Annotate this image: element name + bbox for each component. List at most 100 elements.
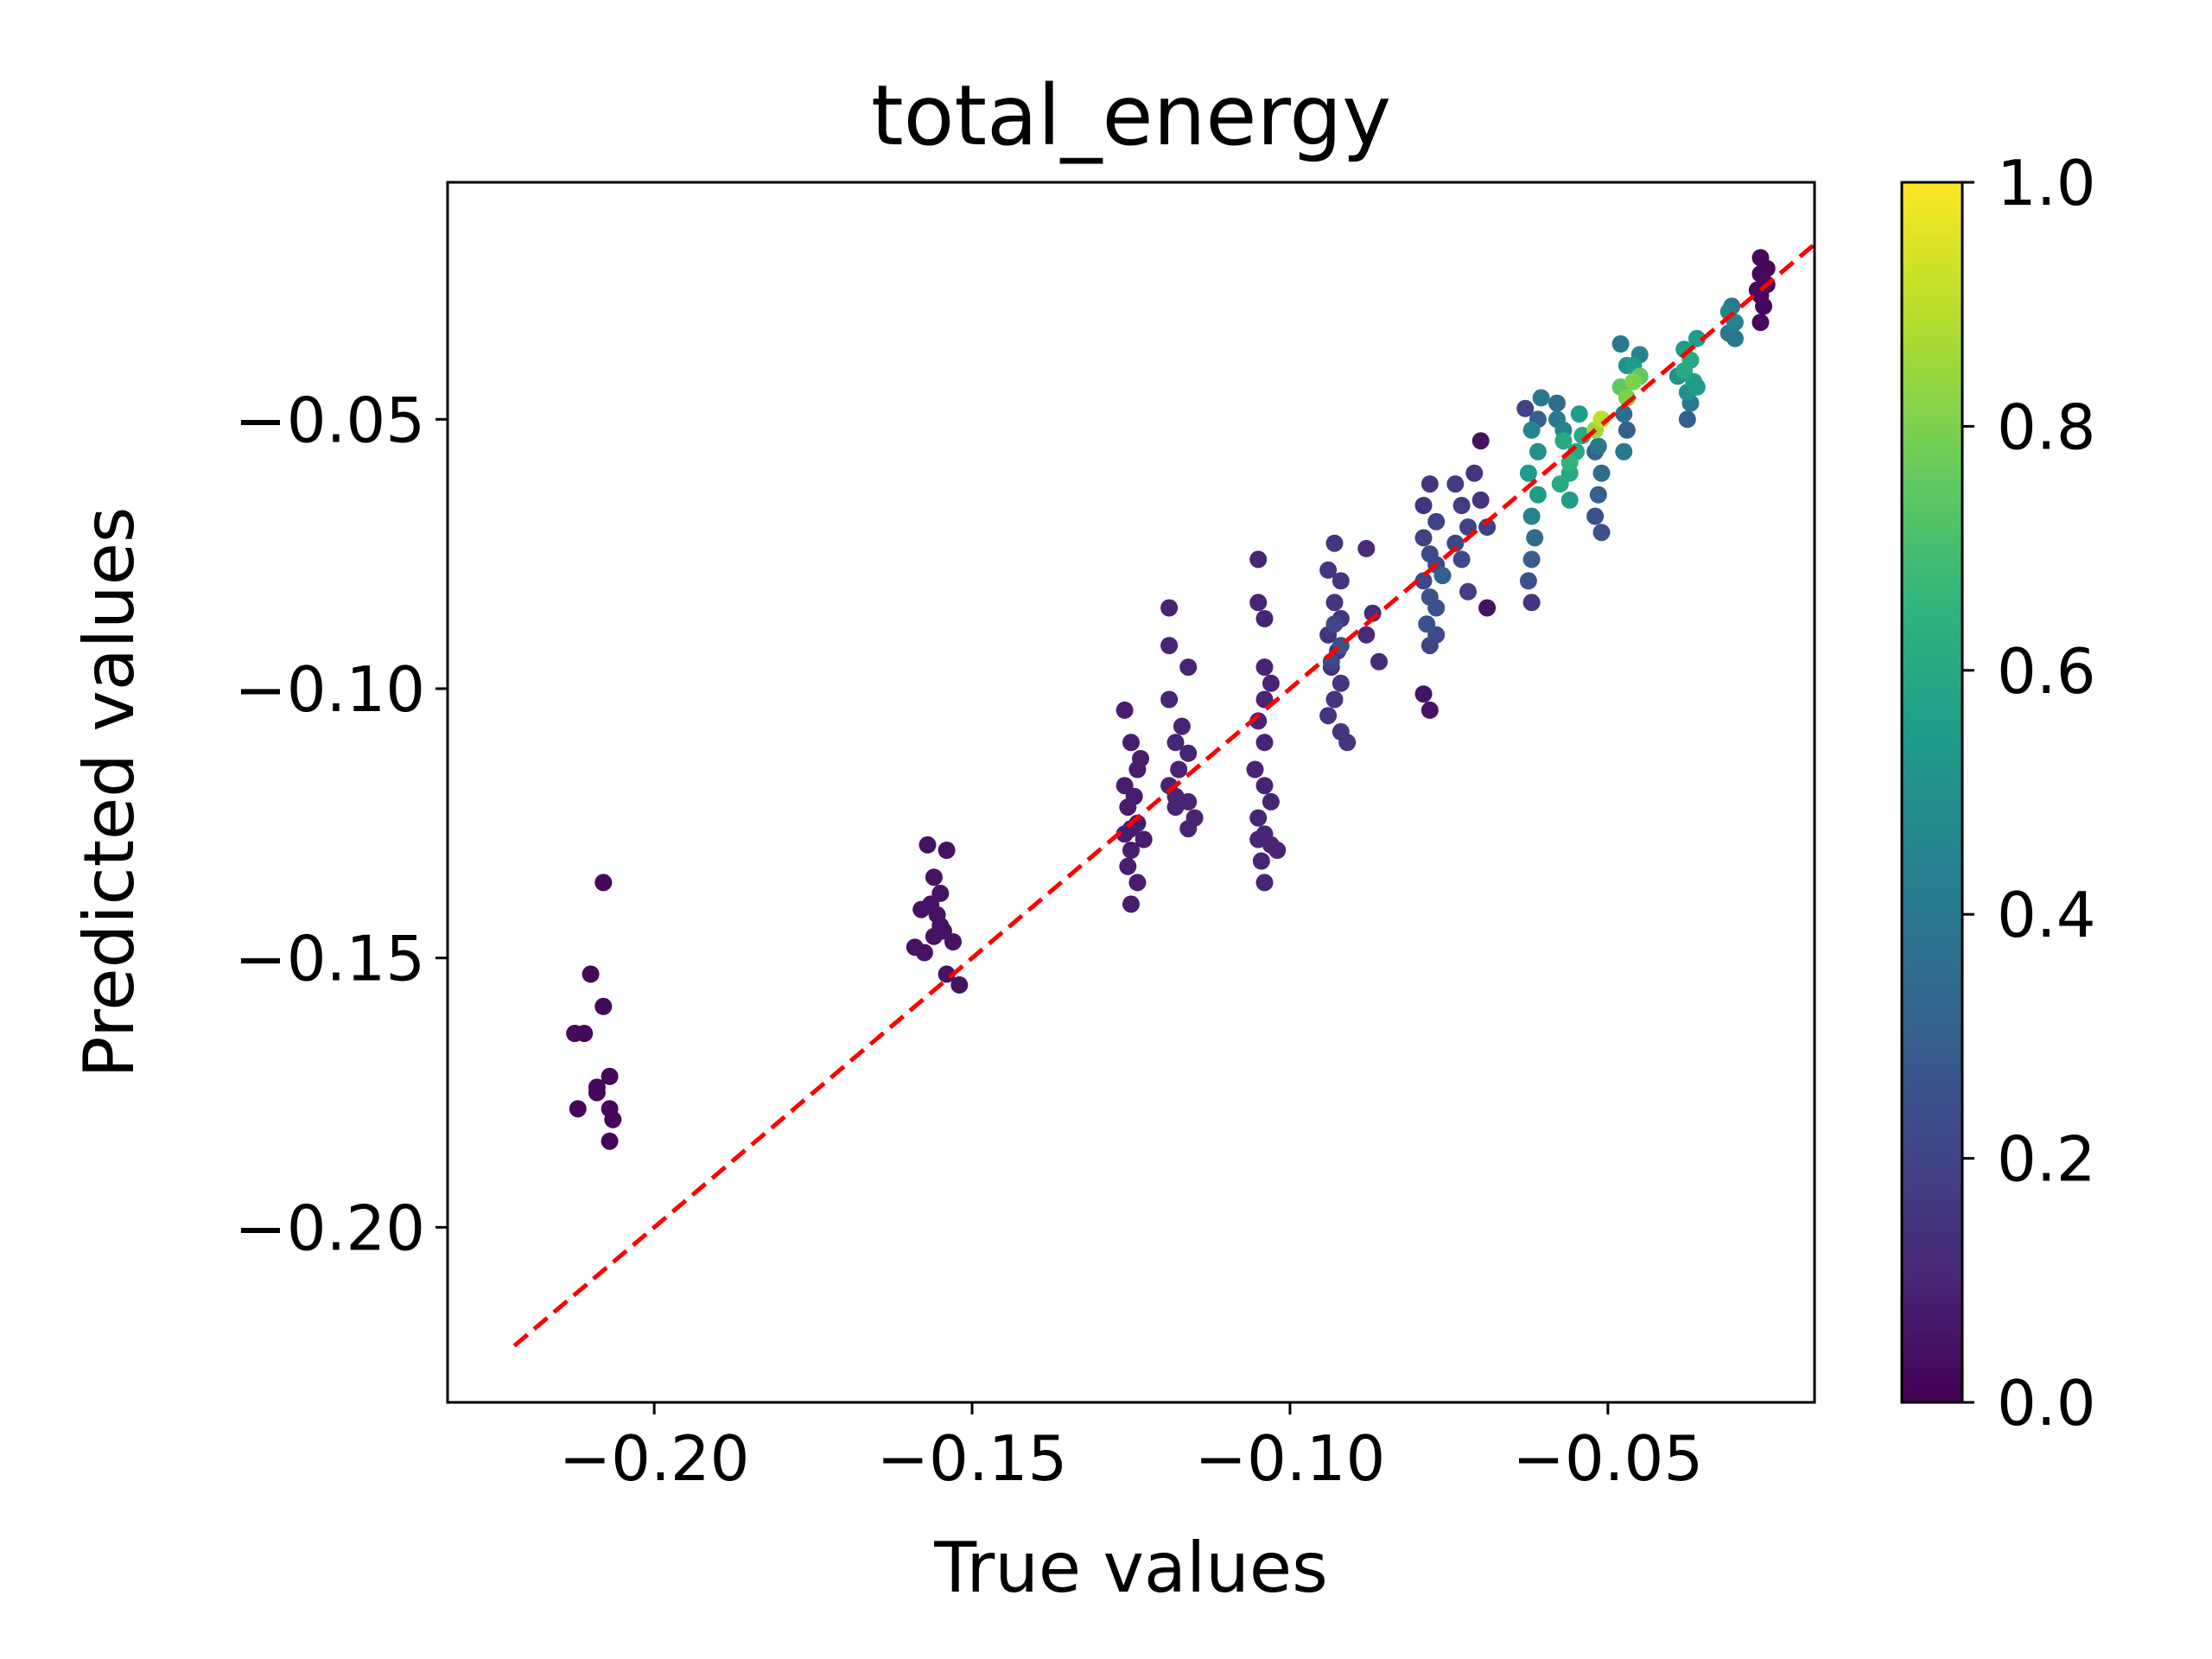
data-point xyxy=(1325,534,1344,552)
colorbar-tick-label: 0.4 xyxy=(1997,879,2096,951)
data-point xyxy=(1357,539,1376,557)
chart-title: total_energy xyxy=(871,67,1391,164)
data-point xyxy=(1624,372,1643,391)
data-point xyxy=(1246,760,1264,779)
data-point xyxy=(1418,615,1436,633)
data-point xyxy=(1688,378,1706,396)
data-point xyxy=(1173,717,1191,735)
y-tick-label: −0.15 xyxy=(234,923,425,995)
data-point xyxy=(1357,626,1376,644)
data-point xyxy=(1522,421,1541,439)
x-tick-label: −0.20 xyxy=(559,1422,750,1495)
x-axis-ticks: −0.20 −0.15 −0.10 −0.05 xyxy=(559,1402,1703,1495)
data-point xyxy=(1255,610,1274,627)
colorbar-tick-label: 0.8 xyxy=(1997,391,2096,463)
data-point xyxy=(1748,281,1766,299)
data-point xyxy=(1446,475,1465,493)
data-point xyxy=(1325,615,1344,633)
data-point xyxy=(1122,895,1140,913)
data-point xyxy=(1414,529,1433,547)
data-point xyxy=(601,1067,619,1085)
data-point xyxy=(938,842,956,859)
data-point xyxy=(601,1132,619,1150)
data-point xyxy=(1249,594,1268,612)
data-point xyxy=(1255,874,1274,892)
data-point xyxy=(1529,486,1547,504)
data-point xyxy=(1427,599,1446,617)
data-point xyxy=(1255,734,1274,752)
data-point xyxy=(1319,561,1338,579)
data-point xyxy=(1160,637,1179,655)
y-axis-label: Predicted values xyxy=(69,506,149,1077)
colorbar-tick-label: 0.0 xyxy=(1997,1367,2096,1440)
data-point xyxy=(1522,550,1541,569)
data-point xyxy=(1516,399,1535,417)
data-point xyxy=(1465,464,1484,482)
data-point xyxy=(1452,497,1471,514)
data-point xyxy=(1554,432,1573,450)
data-point xyxy=(1249,550,1268,569)
data-point xyxy=(1519,464,1537,482)
data-point xyxy=(925,868,943,887)
data-point xyxy=(1586,507,1605,525)
data-point xyxy=(1519,572,1537,590)
data-point xyxy=(1249,809,1268,827)
data-point xyxy=(1249,830,1268,849)
data-point xyxy=(1338,734,1357,752)
y-tick-label: −0.10 xyxy=(234,653,425,726)
data-point xyxy=(1532,389,1550,407)
data-point xyxy=(1252,852,1270,870)
x-tick-label: −0.05 xyxy=(1513,1422,1704,1495)
data-point xyxy=(1325,690,1344,709)
data-point xyxy=(1116,701,1134,719)
data-point xyxy=(1675,362,1694,380)
data-point xyxy=(582,965,600,983)
data-point xyxy=(594,874,613,892)
data-point xyxy=(575,1025,594,1042)
data-point xyxy=(1755,297,1773,315)
data-point xyxy=(1179,658,1198,677)
data-point xyxy=(1119,798,1137,817)
data-point xyxy=(1332,674,1350,692)
data-point xyxy=(1560,491,1579,509)
plot-area-frame xyxy=(446,181,1816,1404)
data-point xyxy=(1478,599,1497,617)
data-point xyxy=(918,836,937,854)
data-point xyxy=(1132,750,1149,767)
data-point xyxy=(1526,529,1544,547)
data-point xyxy=(1262,674,1280,692)
data-point xyxy=(1471,432,1490,450)
identity-reference-line xyxy=(512,241,1815,1348)
data-point xyxy=(1414,685,1433,703)
data-point xyxy=(1179,820,1198,838)
data-point xyxy=(1421,701,1439,719)
data-point xyxy=(1128,874,1147,892)
data-point xyxy=(1570,405,1588,423)
data-point xyxy=(1179,744,1198,762)
x-tick-label: −0.15 xyxy=(877,1422,1068,1495)
data-point xyxy=(1589,486,1607,504)
x-tick-label: −0.10 xyxy=(1195,1422,1386,1495)
data-point xyxy=(604,1110,622,1128)
data-point xyxy=(1758,259,1776,277)
data-point xyxy=(1170,760,1188,779)
data-point xyxy=(922,895,940,913)
data-point xyxy=(1421,475,1439,493)
data-point xyxy=(1688,329,1706,347)
data-point xyxy=(1122,842,1140,859)
data-point xyxy=(1522,594,1541,612)
data-point xyxy=(1414,572,1433,590)
colorbar-tick-label: 0.6 xyxy=(1997,635,2096,708)
data-point xyxy=(1459,582,1477,601)
y-axis-ticks: −0.20 −0.15 −0.10 −0.05 xyxy=(234,384,448,1264)
data-point xyxy=(915,944,933,962)
data-point xyxy=(1726,329,1744,347)
y-tick-label: −0.05 xyxy=(234,384,425,456)
data-point xyxy=(1325,594,1344,612)
data-point xyxy=(594,997,613,1015)
data-point xyxy=(1611,335,1630,353)
data-point xyxy=(1370,652,1388,671)
colorbar xyxy=(1900,181,1964,1404)
data-point xyxy=(1615,442,1633,461)
